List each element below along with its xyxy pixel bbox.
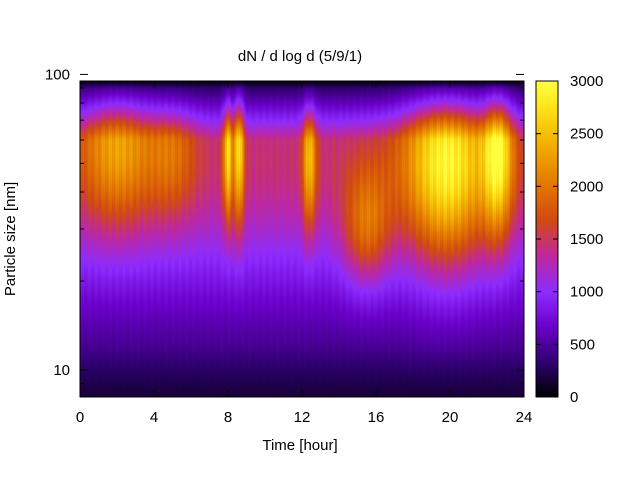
colorbar-tick-label: 3000 (570, 73, 603, 90)
chart-title: dN / d log d (5/9/1) (238, 48, 362, 65)
x-tick-label: 20 (442, 409, 459, 426)
colorbar-tick-label: 0 (570, 389, 578, 406)
y-tick-label: 10 (53, 362, 70, 379)
y-axis: 10 100 (45, 66, 524, 384)
colorbar-tick-label: 2000 (570, 178, 603, 195)
x-tick-label: 8 (224, 409, 232, 426)
x-tick-label: 16 (368, 409, 385, 426)
heatmap (80, 81, 524, 397)
colorbar-tick-label: 1000 (570, 284, 603, 301)
y-axis-label: Particle size [nm] (2, 182, 19, 296)
colorbar-axis: 0 500 1000 1500 2000 2500 3000 (536, 73, 603, 406)
x-axis: 0 4 8 12 16 20 24 (76, 81, 533, 426)
x-tick-label: 24 (516, 409, 533, 426)
x-axis-label: Time [hour] (262, 437, 337, 454)
x-tick-label: 4 (150, 409, 158, 426)
y-tick-label: 100 (45, 66, 70, 83)
x-tick-label: 0 (76, 409, 84, 426)
x-tick-label: 12 (294, 409, 311, 426)
colorbar-tick-label: 1500 (570, 231, 603, 248)
colorbar-tick-label: 2500 (570, 126, 603, 143)
colorbar-tick-label: 500 (570, 336, 595, 353)
